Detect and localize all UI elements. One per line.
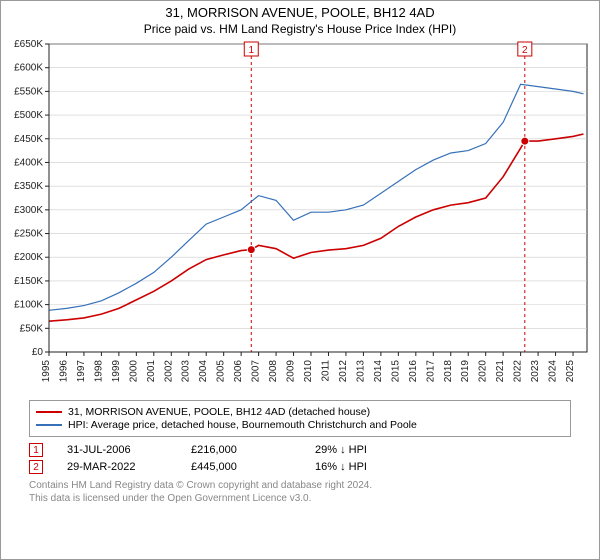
svg-text:2021: 2021 (495, 360, 506, 383)
legend: 31, MORRISON AVENUE, POOLE, BH12 4AD (de… (29, 400, 571, 437)
sales-list: 1 31-JUL-2006 £216,000 29% ↓ HPI 2 29-MA… (29, 443, 571, 474)
sale-delta-2: 16% ↓ HPI (315, 461, 415, 473)
svg-text:2015: 2015 (390, 360, 401, 383)
footer-line-1: Contains HM Land Registry data © Crown c… (29, 480, 571, 493)
svg-text:2022: 2022 (513, 360, 524, 383)
svg-text:2002: 2002 (163, 360, 174, 383)
svg-text:2016: 2016 (408, 360, 419, 383)
svg-text:£350K: £350K (14, 181, 43, 192)
svg-text:£300K: £300K (14, 205, 43, 216)
svg-text:2018: 2018 (443, 360, 454, 383)
svg-text:2003: 2003 (181, 360, 192, 383)
svg-text:£200K: £200K (14, 252, 43, 263)
svg-text:£500K: £500K (14, 110, 43, 121)
svg-text:2020: 2020 (478, 360, 489, 383)
legend-item-hpi: HPI: Average price, detached house, Bour… (36, 419, 564, 431)
svg-text:2011: 2011 (320, 360, 331, 382)
sale-marker-1: 1 (29, 443, 43, 457)
svg-text:2012: 2012 (338, 360, 349, 383)
svg-text:2001: 2001 (146, 360, 157, 383)
svg-text:£400K: £400K (14, 157, 43, 168)
svg-text:2000: 2000 (128, 360, 139, 383)
svg-text:£550K: £550K (14, 86, 43, 97)
svg-text:2025: 2025 (565, 360, 576, 383)
svg-text:£250K: £250K (14, 229, 43, 240)
sale-marker-2: 2 (29, 460, 43, 474)
svg-text:£0: £0 (32, 347, 44, 358)
svg-text:1998: 1998 (93, 360, 104, 383)
svg-text:2005: 2005 (216, 360, 227, 383)
svg-text:£100K: £100K (14, 300, 43, 311)
chart-subtitle: Price paid vs. HM Land Registry's House … (1, 22, 599, 36)
svg-text:£650K: £650K (14, 39, 43, 50)
svg-text:1995: 1995 (41, 360, 52, 383)
svg-text:2013: 2013 (355, 360, 366, 383)
sale-price-1: £216,000 (191, 444, 291, 456)
sale-row-1: 1 31-JUL-2006 £216,000 29% ↓ HPI (29, 443, 571, 457)
footer-line-2: This data is licensed under the Open Gov… (29, 493, 571, 506)
svg-text:2017: 2017 (425, 360, 436, 383)
sale-row-2: 2 29-MAR-2022 £445,000 16% ↓ HPI (29, 460, 571, 474)
legend-swatch-hpi (36, 424, 62, 426)
sale-delta-1: 29% ↓ HPI (315, 444, 415, 456)
legend-swatch-property (36, 411, 62, 413)
svg-text:2004: 2004 (198, 360, 209, 383)
chart-title: 31, MORRISON AVENUE, POOLE, BH12 4AD (1, 5, 599, 20)
svg-text:2006: 2006 (233, 360, 244, 383)
svg-text:2023: 2023 (530, 360, 541, 383)
svg-text:2007: 2007 (251, 360, 262, 383)
legend-item-property: 31, MORRISON AVENUE, POOLE, BH12 4AD (de… (36, 406, 564, 418)
svg-text:1999: 1999 (111, 360, 122, 383)
svg-text:2: 2 (522, 45, 528, 56)
svg-text:2024: 2024 (548, 360, 559, 383)
svg-text:1: 1 (248, 45, 254, 56)
svg-text:£600K: £600K (14, 63, 43, 74)
svg-text:1997: 1997 (76, 360, 87, 383)
svg-text:£150K: £150K (14, 276, 43, 287)
svg-text:2019: 2019 (460, 360, 471, 383)
price-chart: £0 £50K £100K £150K £200K £250K £300K £350K £400… (1, 36, 600, 396)
legend-label-hpi: HPI: Average price, detached house, Bour… (68, 419, 417, 431)
svg-text:2014: 2014 (373, 360, 384, 383)
svg-text:1996: 1996 (58, 360, 69, 383)
svg-text:2008: 2008 (268, 360, 279, 383)
svg-text:2009: 2009 (286, 360, 297, 383)
sale-price-2: £445,000 (191, 461, 291, 473)
sale-date-2: 29-MAR-2022 (67, 461, 167, 473)
svg-text:£450K: £450K (14, 134, 43, 145)
footer: Contains HM Land Registry data © Crown c… (29, 480, 571, 505)
svg-text:£50K: £50K (20, 323, 44, 334)
legend-label-property: 31, MORRISON AVENUE, POOLE, BH12 4AD (de… (68, 406, 370, 418)
svg-text:2010: 2010 (303, 360, 314, 383)
sale-date-1: 31-JUL-2006 (67, 444, 167, 456)
